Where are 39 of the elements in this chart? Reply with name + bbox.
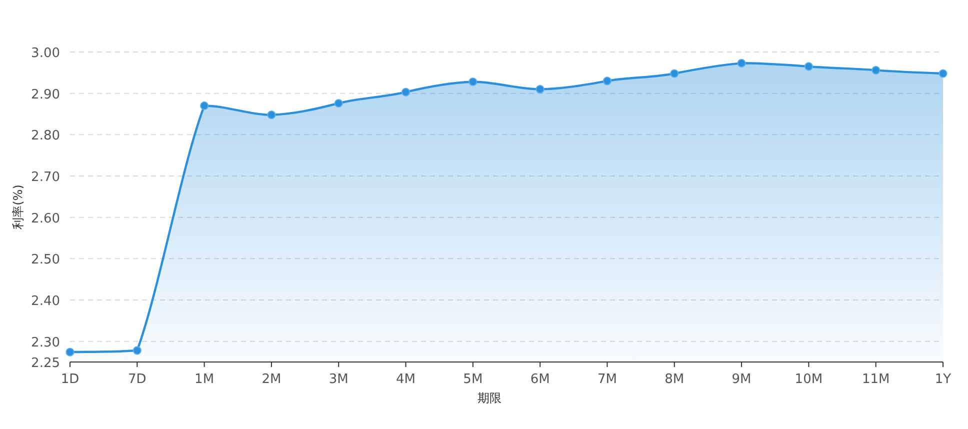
- point: [401, 88, 410, 96]
- y-tick-label: 2.60: [31, 211, 60, 226]
- y-tick-label: 2.30: [31, 335, 60, 350]
- x-tick-label: 5M: [463, 372, 483, 387]
- point: [66, 348, 74, 356]
- y-tick-label: 2.40: [31, 294, 60, 309]
- y-tick-label: 3.00: [31, 46, 60, 61]
- x-axis-title: 期限: [478, 391, 502, 405]
- point: [737, 58, 746, 68]
- x-tick-label: 8M: [664, 372, 684, 387]
- point: [602, 76, 612, 86]
- y-tick-label: 2.50: [31, 252, 60, 268]
- point: [468, 77, 478, 86]
- point: [334, 98, 343, 108]
- y-axis-title: 利率(%): [11, 184, 25, 230]
- point: [872, 66, 880, 74]
- y-tick-label: 2.25: [31, 356, 60, 371]
- x-tick-label: 3M: [328, 372, 348, 387]
- x-tick-label: 2M: [262, 372, 282, 387]
- point: [536, 84, 544, 94]
- x-tick-label: 7M: [597, 372, 617, 387]
- y-tick-label: 2.90: [31, 87, 60, 102]
- x-tick-label: 4M: [396, 372, 416, 387]
- y-tick-label: 2.70: [31, 170, 60, 185]
- point: [938, 69, 948, 78]
- point: [670, 69, 679, 78]
- x-tick-label: 1D: [60, 372, 80, 387]
- point: [267, 110, 276, 120]
- x-tick-label: 1M: [194, 372, 214, 387]
- x-tick-label: 10M: [794, 372, 823, 387]
- x-tick-label: 6M: [530, 372, 550, 387]
- point: [132, 346, 142, 355]
- x-tick-label: 7D: [128, 372, 146, 387]
- point: [200, 101, 209, 110]
- y-tick-label: 2.80: [31, 128, 60, 144]
- x-tick-label: 1Y: [934, 372, 952, 387]
- point: [804, 62, 813, 71]
- x-tick-label: 9M: [732, 372, 752, 387]
- x-tick-label: 11M: [862, 372, 890, 387]
